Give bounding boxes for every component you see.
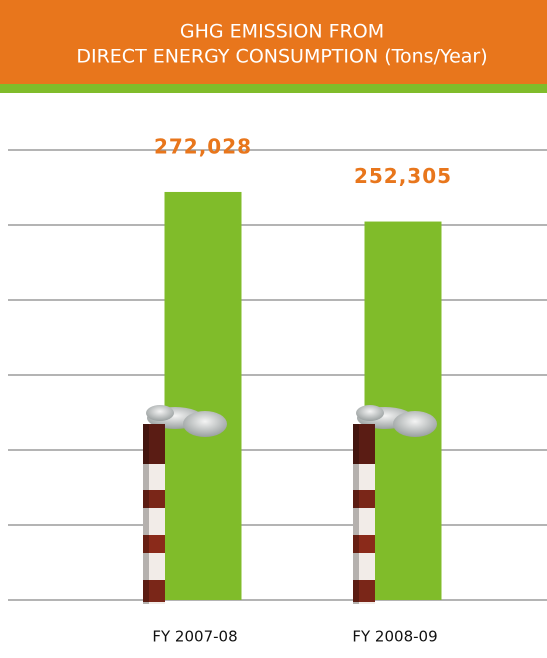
value-label: 252,305 [354,164,452,188]
x-tick-label: FY 2008-09 [352,628,437,646]
labels: 272,028 FY 2007-08 252,305 FY 2008-09 [152,134,452,646]
chart-title: DIRECT ENERGY CONSUMPTION (Tons/Year) [76,46,487,68]
chart-title: GHG EMISSION FROM [180,21,384,43]
value-label: 272,028 [154,134,252,158]
grid [8,149,547,601]
bar [164,191,242,600]
title-stripe [0,84,547,93]
x-tick-label: FY 2007-08 [152,628,237,646]
bars [164,191,442,601]
title-banner [0,0,547,84]
chimney-illustration [143,405,437,604]
